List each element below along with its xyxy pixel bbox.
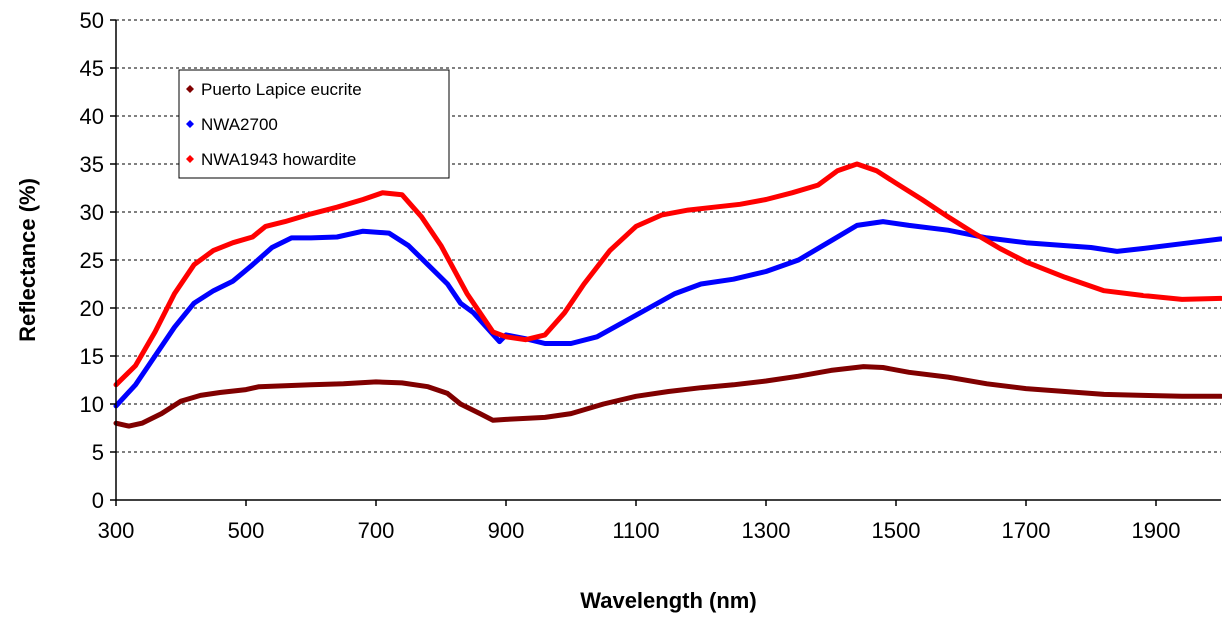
x-tick-label: 1300 [742,518,791,543]
series-line-2 [113,219,1222,409]
legend-label-2: NWA2700 [201,115,278,134]
y-tick-label: 0 [92,488,104,513]
x-axis-title: Wavelength (nm) [580,588,756,613]
x-tick-label: 900 [488,518,525,543]
series-lines [113,161,1222,429]
y-tick-label: 30 [80,200,104,225]
y-tick-label: 20 [80,296,104,321]
x-tick-label: 300 [98,518,135,543]
y-axis-title: Reflectance (%) [15,178,40,342]
grid-lines [116,19,1221,453]
y-tick-label: 50 [80,8,104,33]
y-tick-label: 45 [80,56,104,81]
series-line-3 [113,161,1222,388]
legend-marker-3 [186,155,194,163]
series-line-1 [113,364,1222,429]
y-tick-label: 25 [80,248,104,273]
legend: Puerto Lapice eucrite NWA2700 NWA1943 howa… [178,69,450,179]
y-tick-label: 5 [92,440,104,465]
x-tick-label: 700 [358,518,395,543]
y-tick-label: 10 [80,392,104,417]
y-tick-label: 40 [80,104,104,129]
tick-labels: 0 5 10 15 20 25 30 35 40 45 50 300 500 700 900 1100 1300… [80,8,1181,543]
x-tick-label: 500 [228,518,265,543]
x-tick-label: 1700 [1002,518,1051,543]
x-tick-label: 1900 [1132,518,1181,543]
y-tick-label: 35 [80,152,104,177]
legend-marker-1 [186,85,194,93]
legend-label-1: Puerto Lapice eucrite [201,80,362,99]
y-tick-label: 15 [80,344,104,369]
legend-label-3: NWA1943 howardite [201,150,356,169]
legend-marker-2 [186,120,194,128]
x-tick-label: 1500 [872,518,921,543]
legend-box [178,69,450,179]
x-tick-label: 1100 [612,518,659,543]
